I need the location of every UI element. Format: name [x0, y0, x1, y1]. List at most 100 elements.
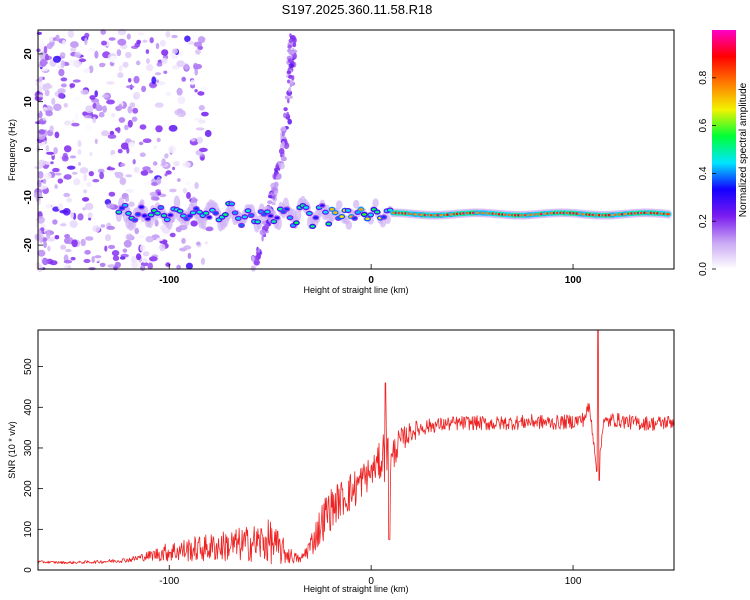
arc-blob	[293, 37, 297, 44]
noise-blob	[204, 129, 212, 138]
noise-blob	[91, 256, 95, 263]
noise-blob	[131, 261, 139, 268]
noise-blob	[52, 167, 60, 173]
tone-core	[216, 218, 222, 222]
y-tick-label: 400	[23, 399, 34, 416]
noise-blob	[142, 138, 152, 143]
noise-blob	[139, 152, 146, 157]
heatmap-noise-layer	[33, 28, 214, 273]
noise-blob	[73, 59, 82, 68]
tone-core	[135, 213, 141, 216]
noise-blob	[99, 62, 106, 68]
noise-blob	[78, 162, 81, 166]
tone-core	[358, 208, 364, 211]
noise-blob	[55, 34, 60, 42]
noise-blob	[84, 249, 91, 255]
noise-blob	[196, 241, 201, 246]
noise-blob	[149, 256, 158, 262]
tone-core	[203, 211, 209, 215]
noise-blob	[38, 85, 42, 93]
noise-blob	[155, 189, 162, 193]
noise-blob	[165, 170, 172, 175]
noise-blob	[53, 103, 62, 112]
noise-blob	[67, 30, 75, 38]
tone-core	[177, 209, 183, 213]
noise-blob	[46, 151, 54, 155]
noise-blob	[149, 191, 158, 197]
noise-blob	[74, 112, 79, 121]
tone-halo	[336, 200, 343, 210]
noise-blob	[142, 166, 151, 172]
tone-core	[291, 224, 296, 227]
y-tick-label: 0	[23, 567, 34, 573]
noise-blob	[159, 193, 167, 198]
arc-blob	[284, 95, 289, 100]
noise-blob	[54, 131, 60, 139]
arc-blob	[287, 79, 291, 84]
arc-blob	[250, 265, 256, 272]
tone-core	[229, 202, 234, 206]
noise-blob	[156, 62, 163, 67]
noise-blob	[156, 79, 159, 83]
tone-core	[355, 211, 360, 214]
noise-blob	[152, 161, 158, 166]
noise-blob	[42, 178, 47, 185]
noise-blob	[83, 115, 93, 119]
noise-blob	[102, 105, 107, 113]
tone-core	[368, 213, 373, 217]
y-tick-label: 500	[23, 358, 34, 375]
arc-blob	[287, 44, 292, 49]
tone-core	[242, 215, 247, 219]
noise-blob	[70, 41, 79, 48]
noise-blob	[49, 125, 54, 132]
noise-blob	[195, 127, 205, 131]
noise-blob	[107, 134, 117, 139]
noise-blob	[117, 38, 127, 46]
noise-blob	[43, 240, 47, 249]
noise-blob	[85, 236, 94, 241]
x-tick-label: 100	[565, 576, 582, 587]
noise-blob	[82, 111, 88, 116]
noise-blob	[36, 216, 45, 224]
noise-blob	[190, 138, 196, 142]
noise-blob	[194, 89, 198, 93]
noise-blob	[122, 61, 129, 68]
noise-blob	[99, 171, 104, 180]
tone-core	[284, 207, 289, 211]
noise-blob	[50, 161, 54, 165]
noise-blob	[66, 165, 76, 170]
noise-blob	[123, 239, 132, 248]
noise-blob	[197, 36, 206, 44]
noise-blob	[198, 105, 205, 111]
noise-blob	[125, 188, 134, 193]
noise-blob	[120, 142, 129, 150]
noise-blob	[63, 145, 72, 153]
noise-blob	[146, 58, 150, 64]
noise-blob	[70, 212, 75, 219]
noise-blob	[184, 181, 192, 186]
noise-blob	[69, 83, 76, 88]
noise-blob	[185, 262, 193, 270]
noise-blob	[108, 244, 116, 250]
noise-blob	[165, 262, 171, 267]
noise-blob	[136, 60, 141, 66]
noise-blob	[52, 219, 58, 225]
tone-core	[271, 220, 276, 223]
noise-blob	[193, 62, 198, 70]
noise-blob	[106, 167, 116, 171]
noise-blob	[45, 144, 50, 152]
tone-core	[265, 210, 270, 214]
tone-core	[239, 224, 244, 227]
noise-blob	[129, 102, 136, 108]
noise-blob	[181, 237, 186, 244]
arc-blob	[271, 201, 276, 206]
tone-core	[326, 222, 331, 226]
noise-blob	[178, 224, 188, 231]
tone-halo	[173, 195, 181, 210]
noise-blob	[187, 186, 195, 194]
noise-blob	[190, 220, 198, 227]
snr-y-label: SNR (10 * v/v)	[7, 421, 17, 479]
noise-blob	[106, 99, 115, 105]
noise-blob	[57, 203, 64, 211]
noise-blob	[140, 170, 149, 176]
